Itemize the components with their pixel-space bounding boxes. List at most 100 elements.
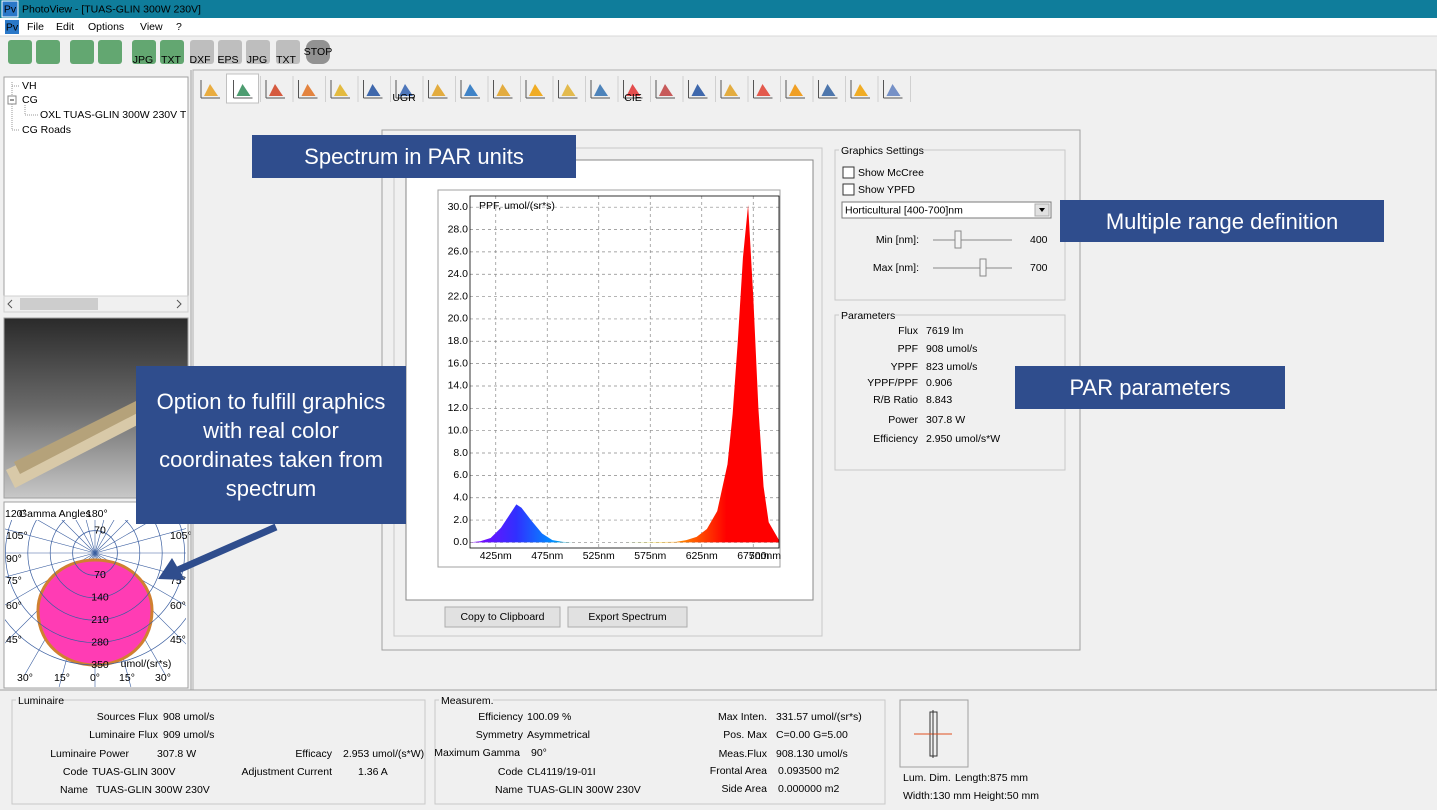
tab-icon: [334, 84, 348, 96]
polar-ring-label: 280: [91, 636, 109, 648]
tree-item[interactable]: VH: [22, 80, 37, 92]
parameter-value: 307.8 W: [926, 414, 965, 426]
field-value: 0.093500 m2: [778, 765, 839, 777]
checkbox[interactable]: [842, 166, 855, 179]
menu-bar: [0, 18, 1437, 36]
polar-angle-label: 30°: [17, 672, 33, 684]
polar-spoke: [85, 520, 96, 554]
y-tick-label: 28.0: [448, 223, 469, 235]
menu-item[interactable]: File: [27, 21, 44, 33]
tab-icon: [850, 80, 870, 99]
tab-icon: [558, 80, 578, 99]
tab-icon: [724, 84, 738, 96]
y-tick-label: 6.0: [453, 469, 468, 481]
field-label: Name: [495, 784, 523, 796]
x-tick-label: 575nm: [634, 550, 666, 562]
y-tick-label: 2.0: [453, 514, 468, 526]
field-value: 307.8 W: [157, 748, 196, 760]
tree-item[interactable]: CG Roads: [22, 124, 71, 136]
polar-spoke: [94, 528, 186, 554]
menu-item[interactable]: ?: [176, 21, 182, 33]
toolbar-button[interactable]: [306, 40, 330, 64]
menu-item[interactable]: Edit: [56, 21, 74, 33]
y-tick-label: 8.0: [453, 447, 468, 459]
toolbar-button[interactable]: [70, 40, 94, 64]
tab-icon: [233, 80, 253, 99]
x-tick-label: 475nm: [531, 550, 563, 562]
field-value: 908 umol/s: [163, 711, 214, 723]
toolbar-button[interactable]: [98, 40, 122, 64]
tab-icon: [720, 80, 740, 99]
toolbar-label: DXF: [190, 54, 211, 66]
y-tick-label: 30.0: [448, 201, 469, 213]
combobox[interactable]: [841, 201, 1052, 219]
polar-spoke: [94, 520, 129, 554]
menu-item[interactable]: View: [140, 21, 163, 33]
polar-header: 120°: [5, 508, 27, 520]
callout: Multiple range definition: [1060, 200, 1384, 242]
polar-ring-label: 350: [91, 659, 109, 671]
parameter-label: Flux: [898, 325, 919, 337]
checkbox[interactable]: [842, 183, 855, 196]
tab-icon: [298, 80, 318, 99]
button[interactable]: [567, 606, 688, 628]
tab-icon: [265, 80, 285, 99]
parameter-label: R/B Ratio: [873, 394, 918, 406]
y-tick-label: 18.0: [448, 335, 469, 347]
group-title: Measurem.: [441, 695, 494, 707]
tab-icon: [204, 84, 218, 96]
toolbar-button[interactable]: [132, 40, 156, 64]
toolbar-label: EPS: [217, 54, 238, 66]
tree-item[interactable]: OXL TUAS-GLIN 300W 230V TUAS: [40, 109, 208, 121]
field-label: Efficiency: [478, 711, 523, 723]
parameter-label: YPPF: [891, 361, 918, 373]
polar-header: 180°: [86, 508, 108, 520]
toolbar-button[interactable]: [190, 40, 214, 64]
checkbox-label: Show McCree: [858, 167, 924, 179]
field-value: 100.09 %: [527, 711, 571, 723]
combobox-arrow: [1039, 208, 1045, 212]
field-label: Code: [63, 766, 88, 778]
tab-icon: [821, 84, 836, 96]
menu-item[interactable]: Options: [88, 21, 124, 33]
parameter-value: 2.950 umol/s*W: [926, 433, 1000, 445]
tree-item[interactable]: CG: [22, 94, 38, 106]
toolbar-label: JPG: [133, 54, 153, 66]
tab-icon: [493, 80, 513, 99]
field-label: Lum. Dim.: [903, 772, 951, 784]
polar-angle-label: 45°: [170, 634, 186, 646]
callout: PAR parameters: [1015, 366, 1285, 409]
field-label: Code: [498, 766, 523, 778]
parameter-value: 8.843: [926, 394, 952, 406]
field-value: Asymmetrical: [527, 729, 590, 741]
parameter-value: 0.906: [926, 377, 952, 389]
toolbar-button[interactable]: [246, 40, 270, 64]
toolbar-label: STOP: [304, 46, 332, 58]
polar-angle-label: 45°: [6, 634, 22, 646]
polar-angle-label: 105°: [6, 530, 28, 542]
field-label: Luminaire Power: [50, 748, 129, 760]
toolbar-button[interactable]: [218, 40, 242, 64]
group-title: Luminaire: [18, 695, 64, 707]
tab-icon: [428, 80, 448, 99]
polar-ring-label: 70: [94, 524, 106, 536]
toolbar-button[interactable]: [160, 40, 184, 64]
toolbar-button[interactable]: [8, 40, 32, 64]
field-value: Width:130 mm Height:50 mm: [903, 790, 1039, 802]
tab-icon: [659, 84, 673, 96]
slider-thumb[interactable]: [979, 258, 987, 277]
tree-view: [3, 76, 189, 313]
x-tick-label: 700nm: [749, 550, 781, 562]
polar-ring: [5, 617, 186, 666]
menu-icon-label: Pv: [6, 21, 19, 33]
slider-thumb[interactable]: [954, 230, 962, 249]
tab-icon: [623, 80, 643, 99]
toolbar-button[interactable]: [276, 40, 300, 64]
parameter-label: YPPF/PPF: [867, 377, 918, 389]
toolbar-button[interactable]: [36, 40, 60, 64]
button[interactable]: [444, 606, 561, 628]
y-tick-label: 16.0: [448, 357, 469, 369]
tab-icon: [785, 80, 805, 99]
tab-icon: [301, 84, 316, 96]
group-title: Parameters: [841, 310, 895, 322]
